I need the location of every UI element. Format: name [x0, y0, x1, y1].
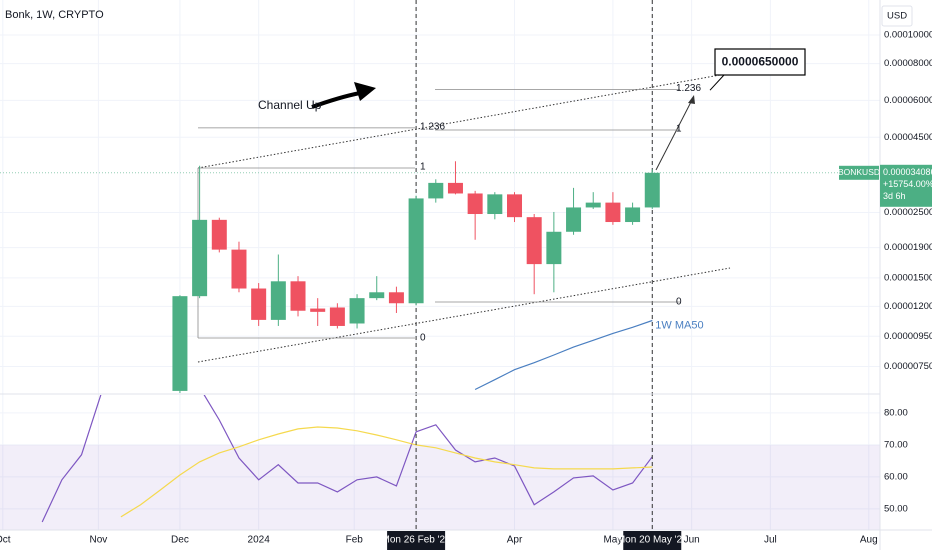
price-axis-bg: [880, 0, 932, 550]
channel-lower: [197, 267, 731, 363]
currency[interactable]: USD: [887, 11, 907, 22]
candle-body: [388, 292, 404, 304]
x-tick-label: Jun: [684, 535, 700, 546]
channel-upper: [197, 74, 721, 169]
y-tick-label: 0.0000800000: [884, 58, 932, 69]
rsi-tick-label: 60.00: [884, 471, 908, 482]
series-line: [41, 395, 653, 523]
candle-body: [211, 219, 227, 250]
last-price-box: [880, 164, 932, 207]
symbol-box: [839, 165, 879, 180]
rsi-tick-label: 70.00: [884, 439, 908, 450]
y-tick-label: 0.0001000000: [884, 30, 932, 41]
candle-body: [487, 194, 503, 215]
y-tick-label: 0.0000150000: [884, 272, 932, 283]
rsi-tick-label: 50.00: [884, 503, 908, 514]
symbol-label: BONKUSD: [838, 167, 880, 177]
rsi-tick-label: 80.00: [884, 407, 908, 418]
candle-body: [172, 296, 188, 391]
projection-arrow-head: [688, 95, 695, 104]
projection-arrow: [655, 99, 693, 171]
candle-body: [644, 172, 660, 208]
grid: [0, 0, 880, 530]
candle-body: [290, 281, 306, 311]
countdown-label: 3d 6h: [883, 191, 906, 201]
candle-body: [369, 292, 385, 299]
y-tick-label: 0.0000075000: [884, 361, 932, 372]
fib-label: 1: [420, 162, 426, 173]
candle-body: [192, 219, 208, 297]
x-tick-label: Feb: [346, 535, 364, 546]
candle-body: [428, 182, 444, 199]
x-tick-label: Apr: [507, 535, 523, 546]
candle-body: [349, 298, 365, 324]
currency-box[interactable]: [881, 5, 913, 27]
drawings: Channel Up 1W MA50 0 1 1.236 0 1 1.236 0.000065…: [197, 0, 806, 530]
candle-body: [270, 281, 286, 320]
series-label: 1W MA50: [655, 319, 703, 331]
target-label: 0.0000650000: [722, 55, 799, 69]
x-tick-label: Jul: [764, 535, 777, 546]
y-tick-label: 0.0000450000: [884, 132, 932, 143]
y-tick-label: 0.0000190000: [884, 242, 932, 253]
x-tick-label: May: [603, 535, 622, 546]
series-line: [120, 426, 653, 518]
target-pointer: [709, 74, 725, 91]
candle-body: [467, 193, 483, 215]
fib-label: 1: [676, 124, 682, 135]
candle-body: [329, 307, 345, 326]
chart-title: Bonk, 1W, CRYPTO: [5, 9, 104, 21]
x-tick-label: 2024: [248, 535, 271, 546]
candle-body: [526, 217, 542, 265]
y-tick-label: 0.0000600000: [884, 95, 932, 106]
change-label: +15754.00%: [883, 179, 932, 189]
series-line: [474, 319, 653, 391]
candle-body: [546, 231, 562, 265]
candle-body: [507, 194, 523, 218]
candle-body: [408, 198, 424, 304]
candle-body: [625, 207, 641, 223]
x-tick-label: Aug: [860, 535, 878, 546]
rsi-pane: [0, 395, 880, 530]
last-price-label: 0.0000340861: [883, 167, 932, 177]
fib-label: 0: [420, 333, 426, 344]
candle-body: [566, 207, 582, 232]
candle-body: [447, 182, 463, 194]
candle-body: [585, 202, 601, 208]
x-tick-highlight: [387, 531, 446, 550]
x-tick-label: Mon 26 Feb '24: [382, 535, 452, 546]
y-tick-label: 0.0000095000: [884, 331, 932, 342]
fib-label: 0: [676, 297, 682, 308]
rsi-band: [0, 444, 880, 530]
fib-label: 1.236: [420, 122, 445, 133]
target-box: [714, 48, 806, 76]
x-tick-label: Dec: [171, 535, 189, 546]
price-pane: [0, 161, 880, 393]
x-tick-label: Oct: [0, 535, 11, 546]
channel-arrow: [311, 91, 361, 109]
y-tick-label: 0.0000250000: [884, 207, 932, 218]
x-tick-label: Nov: [90, 535, 108, 546]
x-tick-highlight: [623, 531, 682, 550]
x-tick-label: Mon 20 May '24: [617, 535, 688, 546]
fib-label: 1.236: [676, 83, 701, 94]
candle-body: [231, 249, 247, 289]
channel-label: Channel Up: [258, 98, 322, 112]
candle-body: [251, 288, 267, 320]
candle-body: [310, 308, 326, 312]
y-tick-label: 0.0000120000: [884, 301, 932, 312]
channel-arrow-head: [354, 82, 376, 101]
candle-body: [605, 202, 621, 223]
